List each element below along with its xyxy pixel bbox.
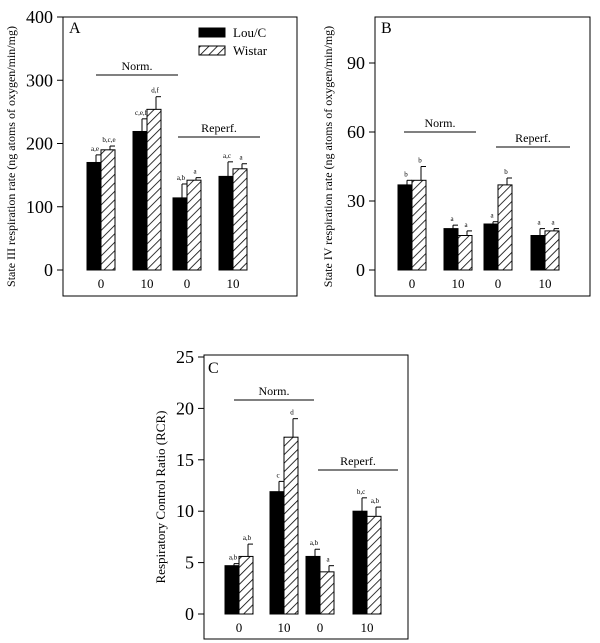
bar-louc bbox=[397, 184, 413, 271]
bar-wistar bbox=[366, 515, 382, 615]
group-label: Reperf. bbox=[201, 121, 237, 135]
x-tick-label: 0 bbox=[184, 276, 191, 291]
bar-louc bbox=[132, 130, 148, 271]
panel-label: A bbox=[69, 20, 81, 37]
significance-letter: b,c bbox=[357, 488, 365, 496]
significance-letter: a bbox=[490, 212, 494, 220]
y-tick-label: 300 bbox=[26, 70, 53, 90]
significance-letter: a bbox=[537, 219, 541, 227]
bar-wistar bbox=[283, 436, 299, 615]
x-tick-label: 10 bbox=[278, 620, 291, 635]
significance-letter: a bbox=[326, 556, 330, 564]
legend-label: Lou/C bbox=[233, 25, 266, 40]
bar-louc bbox=[269, 491, 285, 615]
plot-frame bbox=[374, 16, 591, 297]
significance-letter: c bbox=[276, 471, 279, 479]
significance-letter: a bbox=[464, 221, 468, 229]
panel-B: B 0 30 60 90 State IV respiration rate (ng at… bbox=[321, 16, 591, 297]
legend-swatch bbox=[198, 27, 226, 38]
group-label: Norm. bbox=[425, 116, 456, 130]
y-tick-label: 0 bbox=[44, 260, 53, 280]
significance-letter: b bbox=[418, 157, 422, 165]
y-tick-label: 20 bbox=[176, 398, 194, 418]
y-tick-label: 10 bbox=[176, 501, 194, 521]
significance-letter: a,b bbox=[371, 497, 380, 505]
x-tick-label: 10 bbox=[539, 276, 552, 291]
y-axis-label: Respiratory Control Ratio (RCR) bbox=[153, 411, 168, 584]
y-tick-label: 200 bbox=[26, 134, 53, 154]
significance-letter: a bbox=[551, 219, 555, 227]
plot-frame bbox=[203, 354, 409, 640]
significance-letter: b bbox=[504, 168, 508, 176]
bar-wistar bbox=[497, 184, 513, 271]
bar-wistar bbox=[411, 179, 427, 271]
x-tick-label: 0 bbox=[409, 276, 416, 291]
group-label: Reperf. bbox=[340, 454, 376, 468]
y-tick-label: 400 bbox=[26, 7, 53, 27]
bar-louc bbox=[224, 565, 240, 615]
bar-wistar bbox=[186, 179, 202, 271]
significance-letter: b,c,e bbox=[102, 136, 115, 144]
bar-wistar bbox=[232, 168, 248, 271]
x-tick-label: 0 bbox=[317, 620, 324, 635]
significance-letter: b bbox=[404, 170, 408, 178]
x-tick-label: 10 bbox=[141, 276, 154, 291]
significance-letter: a,b bbox=[243, 534, 252, 542]
x-tick-label: 10 bbox=[452, 276, 465, 291]
bar-wistar bbox=[457, 235, 473, 271]
plot-frame bbox=[62, 16, 298, 297]
significance-letter: a,b bbox=[229, 554, 238, 562]
y-tick-label: 0 bbox=[356, 260, 365, 280]
bar-wistar bbox=[100, 149, 116, 271]
y-tick-label: 90 bbox=[347, 53, 365, 73]
significance-letter: a,c bbox=[223, 152, 231, 160]
significance-letter: a bbox=[450, 215, 454, 223]
bar-wistar bbox=[319, 571, 335, 615]
significance-letter: d,f bbox=[151, 87, 159, 95]
group-label: Norm. bbox=[259, 384, 290, 398]
y-axis-label: State IV respiration rate (ng atoms of o… bbox=[321, 26, 335, 287]
panel-label: C bbox=[208, 360, 219, 377]
significance-letter: a bbox=[193, 168, 197, 176]
bar-louc bbox=[352, 510, 368, 615]
significance-letter: c,e,f bbox=[135, 109, 148, 117]
bar-louc bbox=[483, 223, 499, 271]
bar-louc bbox=[443, 228, 459, 271]
y-tick-label: 15 bbox=[176, 450, 194, 470]
bar-louc bbox=[86, 161, 102, 271]
y-tick-label: 25 bbox=[176, 347, 194, 367]
bar-wistar bbox=[544, 230, 560, 271]
x-tick-label: 0 bbox=[495, 276, 502, 291]
y-tick-label: 30 bbox=[347, 191, 365, 211]
y-tick-label: 100 bbox=[26, 197, 53, 217]
bar-wistar bbox=[146, 108, 162, 271]
x-tick-label: 0 bbox=[98, 276, 105, 291]
significance-letter: a,b bbox=[177, 174, 186, 182]
y-axis-label: State III respiration rate (ng atoms of … bbox=[4, 26, 18, 287]
bar-wistar bbox=[238, 555, 254, 615]
bar-louc bbox=[530, 235, 546, 271]
bar-louc bbox=[305, 555, 321, 615]
group-label: Norm. bbox=[122, 59, 153, 73]
bar-louc bbox=[218, 175, 234, 271]
x-tick-label: 10 bbox=[361, 620, 374, 635]
legend-label: Wistar bbox=[233, 43, 268, 58]
y-tick-label: 0 bbox=[185, 604, 194, 624]
legend: Lou/C Wistar bbox=[198, 25, 268, 58]
significance-letter: a,e bbox=[91, 145, 99, 153]
legend-swatch bbox=[198, 45, 226, 56]
x-tick-label: 0 bbox=[236, 620, 243, 635]
x-tick-label: 10 bbox=[227, 276, 240, 291]
significance-letter: a,b bbox=[310, 539, 319, 547]
panel-C: C 0 5 10 15 20 25 Respiratory Control Ratio (RC… bbox=[153, 347, 409, 640]
bar-louc bbox=[172, 197, 188, 271]
significance-letter: a bbox=[239, 154, 243, 162]
y-tick-label: 60 bbox=[347, 122, 365, 142]
y-tick-label: 5 bbox=[185, 553, 194, 573]
significance-letter: d bbox=[290, 409, 294, 417]
panel-label: B bbox=[381, 20, 392, 37]
group-label: Reperf. bbox=[515, 131, 551, 145]
